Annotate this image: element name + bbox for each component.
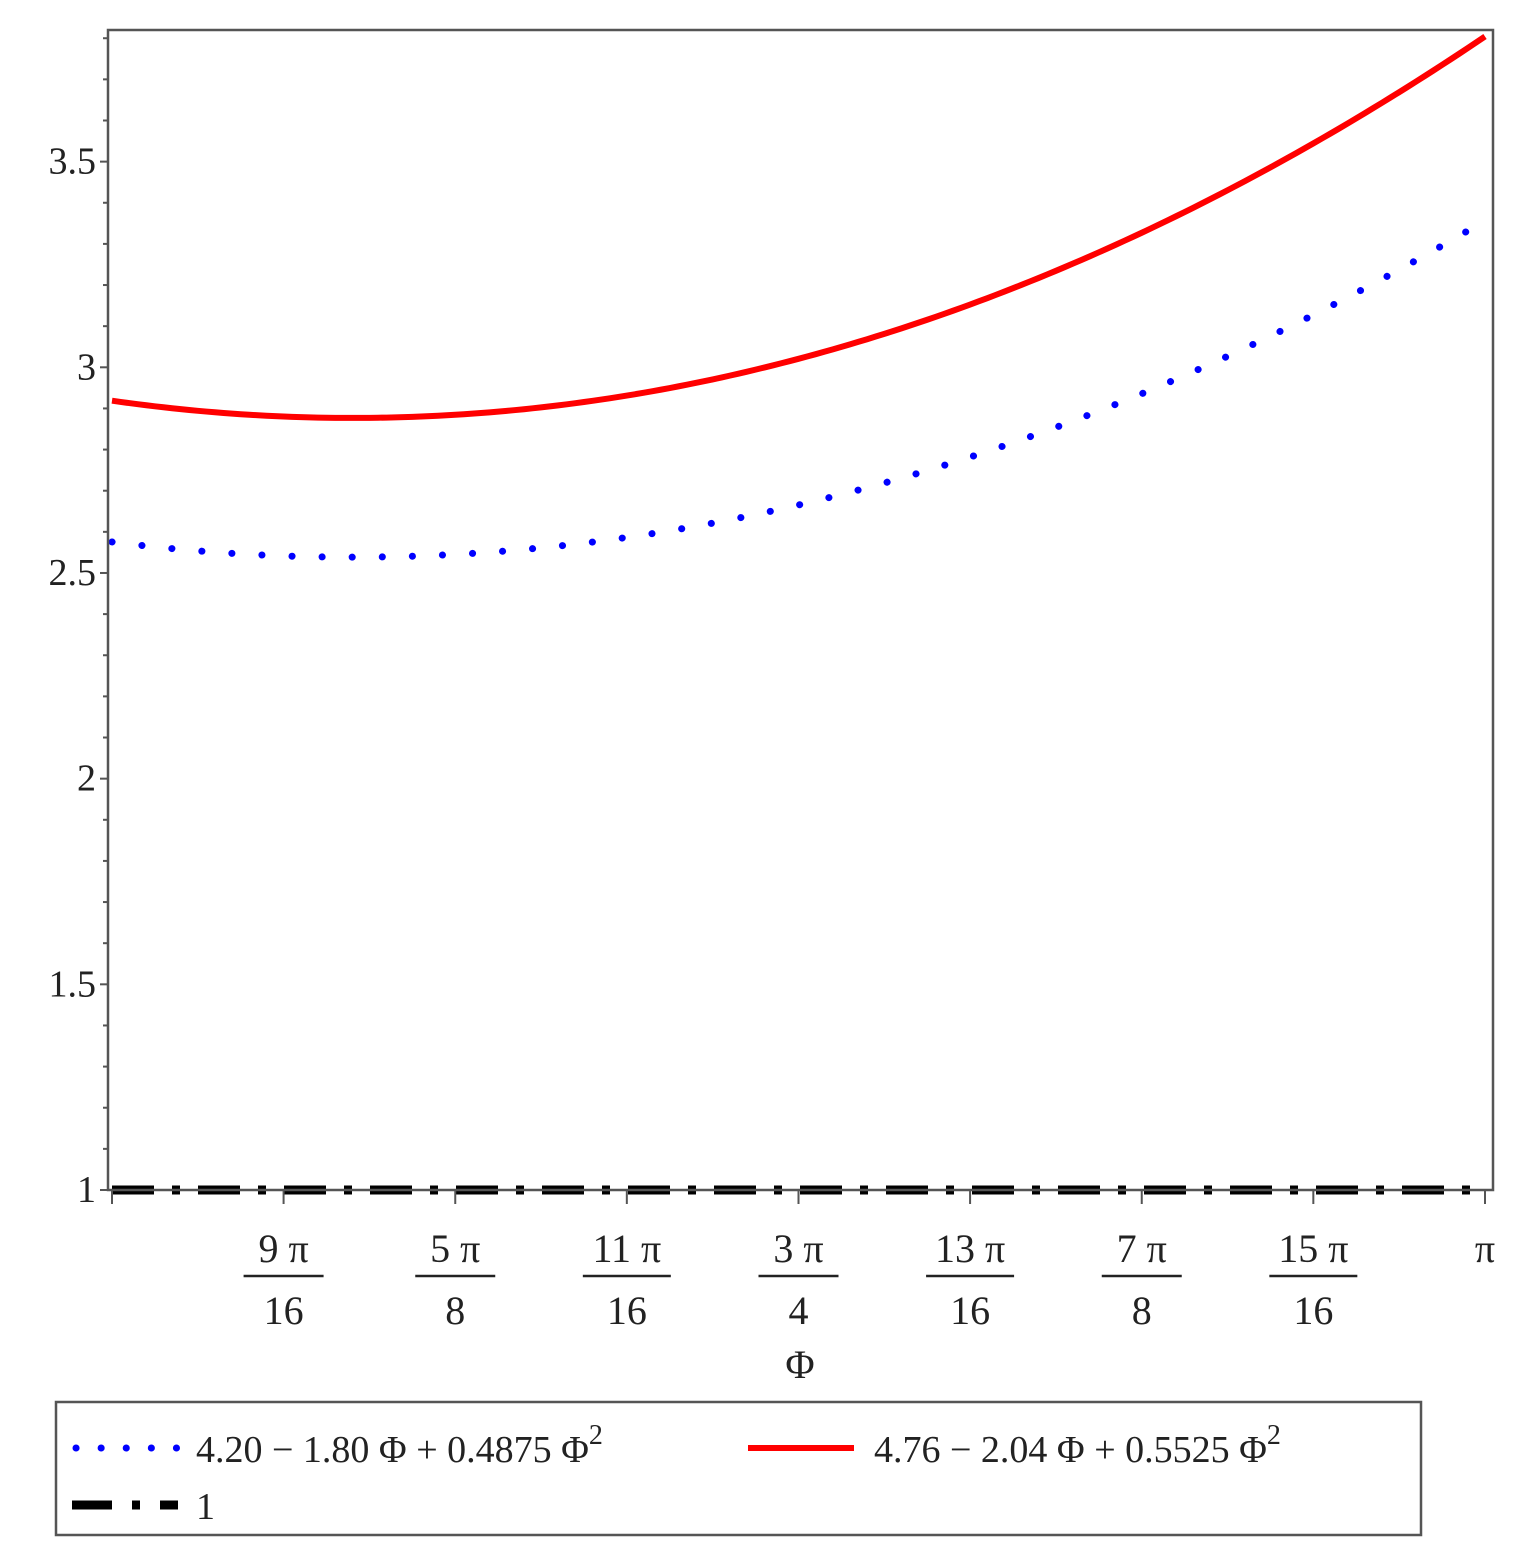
y-tick-label: 3.5 <box>49 141 97 183</box>
plot-area <box>108 34 1489 1195</box>
x-tick-numerator: 9 π <box>258 1226 308 1271</box>
x-tick-denominator: 4 <box>789 1288 809 1333</box>
series-line-2 <box>111 34 1487 421</box>
y-tick-label: 2.5 <box>49 552 97 594</box>
legend-label: 4.20 − 1.80 Φ + 0.4875 Φ2 <box>196 1420 603 1471</box>
y-tick-label: 1 <box>77 1169 96 1211</box>
plot-frame <box>106 28 1495 1192</box>
x-tick-numerator: 13 π <box>935 1226 1005 1271</box>
x-tick-denominator: 8 <box>1132 1288 1152 1333</box>
x-tick-denominator: 8 <box>445 1288 465 1333</box>
legend: 4.20 − 1.80 Φ + 0.4875 Φ2 4.76 − 2.04 Φ +… <box>54 1400 1423 1537</box>
y-tick-label: 3 <box>77 346 96 388</box>
axes: 1 1.5 2 2.5 3 3.5 9 π 16 5 π 8 11 π 16 3 π 4 13 π 16 7 π… <box>49 28 1495 1387</box>
x-tick-denominator: 16 <box>264 1288 304 1333</box>
legend-box <box>54 1400 1423 1537</box>
x-tick-label: π <box>1475 1226 1495 1271</box>
x-tick-numerator: 7 π <box>1117 1226 1167 1271</box>
legend-label: 1 <box>196 1486 215 1528</box>
x-tick-numerator: 15 π <box>1278 1226 1348 1271</box>
x-tick-numerator: 3 π <box>773 1226 823 1271</box>
x-tick-numerator: 11 π <box>592 1226 661 1271</box>
x-tick-numerator: 5 π <box>430 1226 480 1271</box>
x-axis-title: Φ <box>785 1342 814 1387</box>
series-line-1 <box>108 217 1489 561</box>
legend-label: 4.76 − 2.04 Φ + 0.5525 Φ2 <box>874 1420 1281 1471</box>
y-tick-label: 2 <box>77 758 96 800</box>
y-tick-label: 1.5 <box>49 963 97 1005</box>
x-tick-denominator: 16 <box>607 1288 647 1333</box>
x-tick-denominator: 16 <box>950 1288 990 1333</box>
x-tick-denominator: 16 <box>1293 1288 1333 1333</box>
